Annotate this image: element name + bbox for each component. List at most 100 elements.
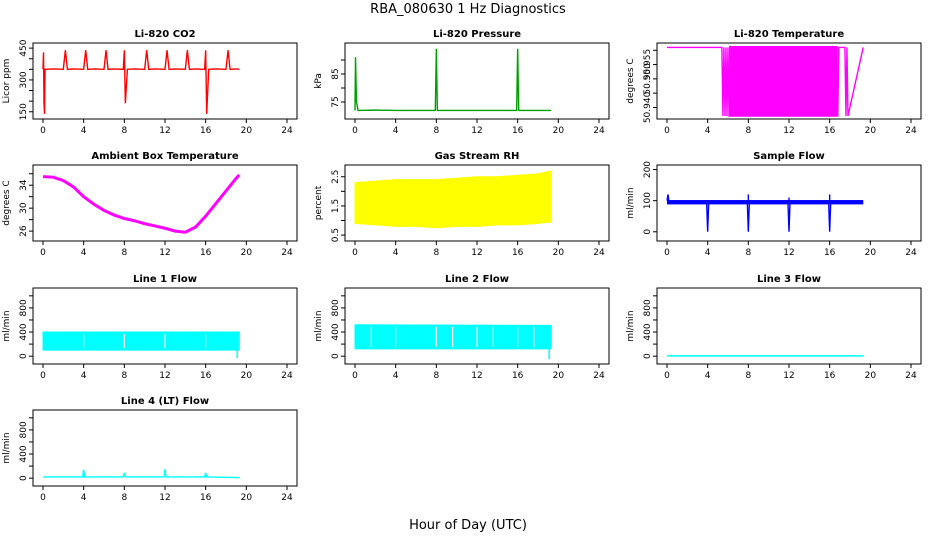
x-axis-label: Hour of Day (UTC): [409, 518, 527, 533]
panel-title: Li-820 Pressure: [433, 29, 521, 40]
y-tick-label: 50.950: [643, 63, 653, 95]
data-series: [42, 50, 240, 114]
y-tick-label: 800: [19, 421, 29, 438]
x-tick-label: 0: [40, 248, 46, 258]
x-tick-label: 24: [905, 126, 917, 136]
x-tick-label: 0: [664, 371, 670, 381]
data-series: [42, 173, 241, 234]
x-tick-label: 24: [593, 126, 605, 136]
data-series: [43, 469, 240, 479]
x-tick-label: 0: [352, 126, 358, 136]
x-tick-label: 16: [200, 493, 212, 503]
x-tick-label: 20: [553, 126, 565, 136]
x-tick-label: 8: [121, 493, 127, 503]
x-tick-label: 20: [241, 493, 253, 503]
x-tick-label: 0: [40, 371, 46, 381]
panel-line3_flow: Line 3 Flow ml/min 0 4 8 12 16 20 24 0 400 800: [626, 274, 922, 381]
data-band: [354, 170, 552, 229]
panel-pressure: Li-820 Pressure kPa 0 4 8 12 16 20 24 75 85: [314, 29, 610, 136]
y-tick-label: 0.5: [331, 228, 341, 242]
panel-title: Sample Flow: [753, 151, 825, 162]
x-tick-label: 0: [40, 126, 46, 136]
plot-frame: [32, 287, 298, 365]
x-tick-label: 8: [745, 248, 751, 258]
y-axis-label: ml/min: [626, 310, 636, 341]
y-tick-label: 26: [19, 225, 29, 237]
panel-co2: Li-820 CO2 Licor ppm 0 4 8 12 16 20 24 150 300 450: [2, 29, 298, 136]
x-tick-label: 12: [159, 248, 170, 258]
panel-title: Li-820 CO2: [134, 29, 195, 40]
x-tick-label: 16: [512, 248, 524, 258]
data-series: [666, 194, 864, 232]
x-tick-label: 20: [865, 126, 877, 136]
x-tick-label: 8: [745, 371, 751, 381]
y-tick-label: 1.5: [331, 199, 341, 213]
y-axis-label: ml/min: [314, 310, 324, 341]
y-tick-label: 800: [643, 299, 653, 316]
x-tick-label: 12: [471, 248, 482, 258]
y-tick-label: 0: [643, 353, 653, 359]
x-tick-label: 0: [664, 248, 670, 258]
x-tick-label: 16: [200, 248, 212, 258]
x-tick-label: 8: [745, 126, 751, 136]
x-tick-label: 20: [241, 248, 253, 258]
y-axis-label: kPa: [314, 73, 324, 89]
panel-line4_flow: Line 4 (LT) Flow ml/min 0 4 8 12 16 20 24 0 400 800: [2, 396, 298, 503]
y-tick-label: 50.940: [643, 91, 653, 123]
y-tick-label: 0: [19, 353, 29, 359]
panel-licor_temp: Li-820 Temperature degrees C 0 4 8 12 16 20 24 50…: [626, 29, 922, 136]
plot-frame: [656, 287, 922, 365]
x-tick-label: 8: [433, 126, 439, 136]
x-tick-label: 12: [159, 371, 170, 381]
y-tick-label: 2.5: [331, 170, 341, 184]
x-tick-label: 4: [705, 371, 711, 381]
x-tick-label: 0: [352, 371, 358, 381]
panel-line2_flow: Line 2 Flow ml/min 0 4 8 12 16 20 24 0 400 800: [314, 274, 610, 381]
x-tick-label: 20: [241, 371, 253, 381]
panel-title: Line 2 Flow: [445, 274, 509, 285]
panel-title: Li-820 Temperature: [734, 29, 844, 40]
y-tick-label: 800: [19, 299, 29, 316]
x-tick-label: 24: [593, 248, 605, 258]
page-title: RBA_080630 1 Hz Diagnostics: [370, 2, 566, 17]
panel-title: Ambient Box Temperature: [91, 151, 238, 162]
y-tick-label: 0: [331, 353, 341, 359]
x-tick-label: 4: [81, 371, 87, 381]
y-tick-label: 30: [19, 202, 29, 214]
x-tick-label: 12: [471, 126, 482, 136]
x-tick-label: 24: [593, 371, 605, 381]
x-tick-label: 16: [200, 126, 212, 136]
x-tick-label: 20: [241, 126, 253, 136]
y-axis-label: Licor ppm: [2, 59, 12, 104]
x-tick-label: 12: [783, 248, 794, 258]
x-tick-label: 8: [121, 371, 127, 381]
y-axis-label: ml/min: [626, 187, 636, 218]
x-tick-label: 4: [705, 248, 711, 258]
x-tick-label: 20: [553, 371, 565, 381]
y-tick-label: 800: [331, 299, 341, 316]
y-axis-label: percent: [314, 185, 324, 220]
x-tick-label: 16: [824, 248, 836, 258]
x-tick-label: 24: [281, 493, 293, 503]
x-tick-label: 4: [393, 248, 399, 258]
x-tick-label: 24: [281, 126, 293, 136]
x-tick-label: 16: [512, 371, 524, 381]
x-tick-label: 0: [352, 248, 358, 258]
panel-line1_flow: Line 1 Flow ml/min 0 4 8 12 16 20 24 0 400 800: [2, 274, 298, 381]
data-fill: [729, 46, 838, 116]
x-tick-label: 0: [40, 493, 46, 503]
y-tick-label: 450: [19, 39, 29, 56]
x-tick-label: 16: [200, 371, 212, 381]
y-tick-label: 200: [643, 161, 653, 178]
y-tick-label: 0: [643, 229, 653, 235]
plot-frame: [32, 42, 298, 120]
panel-title: Line 4 (LT) Flow: [121, 396, 209, 407]
y-tick-label: 400: [19, 445, 29, 462]
data-series: [667, 46, 864, 117]
x-tick-label: 8: [121, 248, 127, 258]
x-tick-label: 4: [393, 371, 399, 381]
y-tick-label: 0: [19, 475, 29, 481]
y-tick-label: 150: [19, 103, 29, 120]
panel-title: Line 3 Flow: [757, 274, 821, 285]
panel-title: Line 1 Flow: [133, 274, 197, 285]
